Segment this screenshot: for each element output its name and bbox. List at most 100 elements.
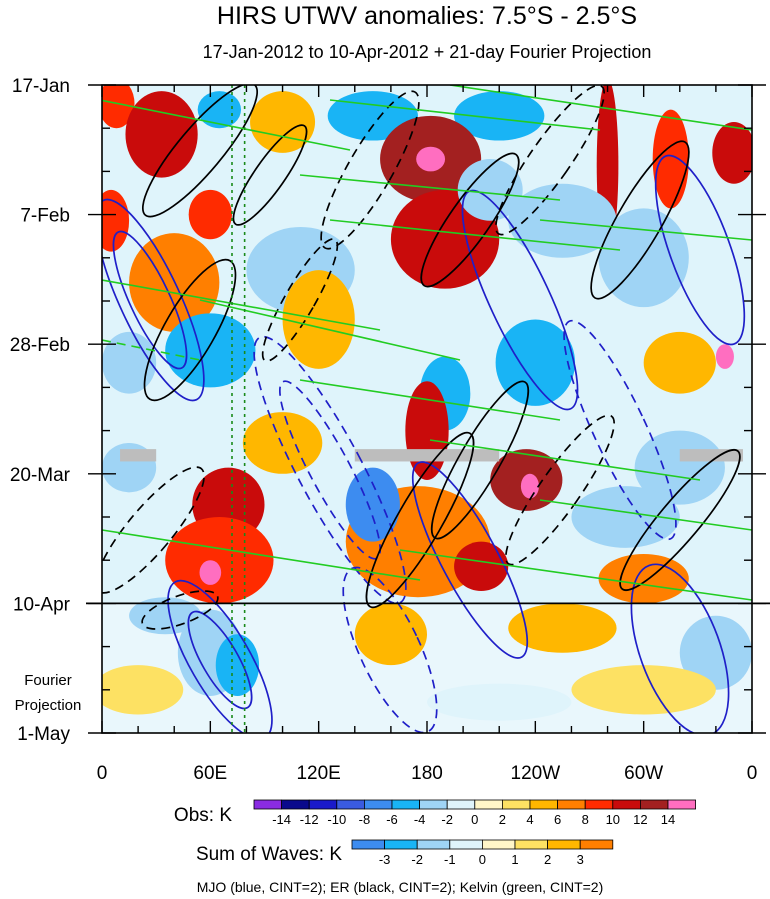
anomaly-blob	[102, 85, 135, 129]
mjo-contour	[167, 579, 273, 733]
mjo-contour	[278, 380, 382, 560]
colorbar-label: 0	[471, 812, 478, 827]
anomaly-blob	[454, 91, 545, 141]
waves-colorbar-title: Sum of Waves: K	[196, 844, 342, 865]
kelvin-contour	[329, 99, 601, 131]
er-contour	[420, 152, 520, 288]
colorbar-label: 1	[511, 852, 518, 867]
colorbar-box	[446, 799, 476, 810]
colorbar-label: -4	[414, 812, 426, 827]
er-contour	[430, 380, 530, 540]
er-contour	[102, 466, 205, 594]
mjo-contours	[102, 154, 746, 733]
colorbar-label: -12	[300, 812, 319, 827]
kelvin-contour	[102, 529, 421, 581]
x-tick-label: 0	[747, 763, 758, 784]
colorbar-box	[419, 799, 448, 810]
projection-label-line1: Fourier	[24, 672, 72, 689]
projection-label-line2: Projection	[15, 697, 82, 714]
kelvin-contour	[299, 379, 561, 421]
colorbar-label: 6	[554, 812, 561, 827]
anomaly-blob	[508, 183, 617, 258]
missing-data-band	[354, 449, 500, 462]
kelvin-contour	[449, 85, 752, 131]
y-tick-label: 1-May	[17, 724, 70, 745]
colorbar-label: 2	[499, 812, 506, 827]
kelvin-contour	[102, 339, 201, 361]
anomaly-blob	[165, 313, 256, 388]
kelvin-contour	[539, 219, 752, 241]
contour-legend-footer: MJO (blue, CINT=2); ER (black, CINT=2); …	[197, 879, 604, 895]
colorbar-label: 0	[479, 852, 486, 867]
y-tick-label: 7-Feb	[20, 206, 70, 227]
anomaly-blob	[652, 109, 689, 209]
anomaly-blob	[199, 560, 222, 585]
mjo-contour	[253, 335, 407, 605]
colorbar-box	[579, 839, 614, 850]
er-contour	[232, 124, 308, 226]
y-axis: 17-Jan 7-Feb 28-Feb 20-Mar 10-Apr 1-May	[10, 76, 766, 745]
anomaly-blob	[197, 91, 242, 129]
y-tick-label: 17-Jan	[12, 76, 70, 97]
anomaly-blob	[345, 467, 400, 542]
colorbar-box	[351, 839, 385, 850]
wave-contours	[102, 85, 752, 733]
mjo-contour	[411, 461, 529, 659]
kelvin-contour	[399, 549, 752, 601]
mjo-contour	[563, 319, 677, 541]
er-contour	[141, 590, 219, 630]
anomaly-blob	[354, 603, 427, 666]
er-contour	[141, 85, 259, 218]
colorbar-box	[391, 799, 421, 810]
anomaly-blob	[508, 603, 617, 653]
colorbar-label: -14	[272, 812, 291, 827]
anomaly-blob	[215, 634, 260, 696]
er-contour	[494, 85, 606, 236]
x-axis: 0 60E 120E 180 120W 60W 0	[97, 85, 758, 784]
kelvin-contour	[539, 499, 752, 531]
anomaly-blob	[165, 517, 274, 604]
anomaly-blob	[679, 615, 752, 690]
x-tick-label: 60E	[193, 763, 227, 784]
colorbar-label: 2	[544, 852, 551, 867]
obs-colorbar-title: Obs: K	[174, 805, 232, 826]
kelvin-contours	[102, 85, 752, 601]
anomaly-blob	[416, 146, 446, 172]
anomaly-blob	[242, 412, 323, 474]
reference-lines	[231, 85, 246, 733]
anomaly-blob	[495, 319, 576, 406]
anomaly-blob	[571, 665, 716, 715]
anomaly-blob	[571, 486, 680, 548]
colorbar-label: -2	[441, 812, 453, 827]
kelvin-contour	[102, 99, 351, 151]
mjo-contour	[102, 198, 205, 402]
x-tick-label: 180	[411, 763, 443, 784]
colorbar-box	[308, 799, 338, 810]
mjo-contour	[342, 566, 438, 733]
colorbar-box	[363, 799, 393, 810]
x-tick-label: 120W	[511, 763, 561, 784]
colorbar-label: -3	[379, 852, 391, 867]
anomaly-blob	[520, 473, 539, 499]
colorbar-box	[529, 799, 559, 810]
anomaly-blob	[125, 91, 198, 178]
colorbar-label: 12	[633, 812, 647, 827]
colorbar-box	[253, 799, 283, 810]
colorbar-label: 3	[577, 852, 584, 867]
colorbar-box	[557, 799, 586, 810]
waves-colorbar: -3 -2 -1 0 1 2 3	[351, 839, 614, 867]
anomaly-blob	[188, 189, 232, 240]
obs-colorbar: -14 -12 -10 -8 -6 -4 -2 0 2 4 6 8 10 12 14	[253, 799, 697, 827]
colorbar-box	[667, 799, 697, 810]
colorbar-label: -8	[359, 812, 371, 827]
colorbar-label: 14	[661, 812, 675, 827]
kelvin-contour	[102, 279, 381, 331]
colorbar-label: 4	[526, 812, 533, 827]
colorbar-label: 8	[582, 812, 589, 827]
colorbar-label: -6	[386, 812, 398, 827]
plot-area	[102, 85, 752, 733]
anomaly-blob	[102, 665, 184, 715]
colorbar-box	[501, 799, 531, 810]
chart-subtitle: 17-Jan-2012 to 10-Apr-2012 + 21-day Four…	[203, 42, 652, 62]
missing-data-band	[679, 449, 743, 462]
